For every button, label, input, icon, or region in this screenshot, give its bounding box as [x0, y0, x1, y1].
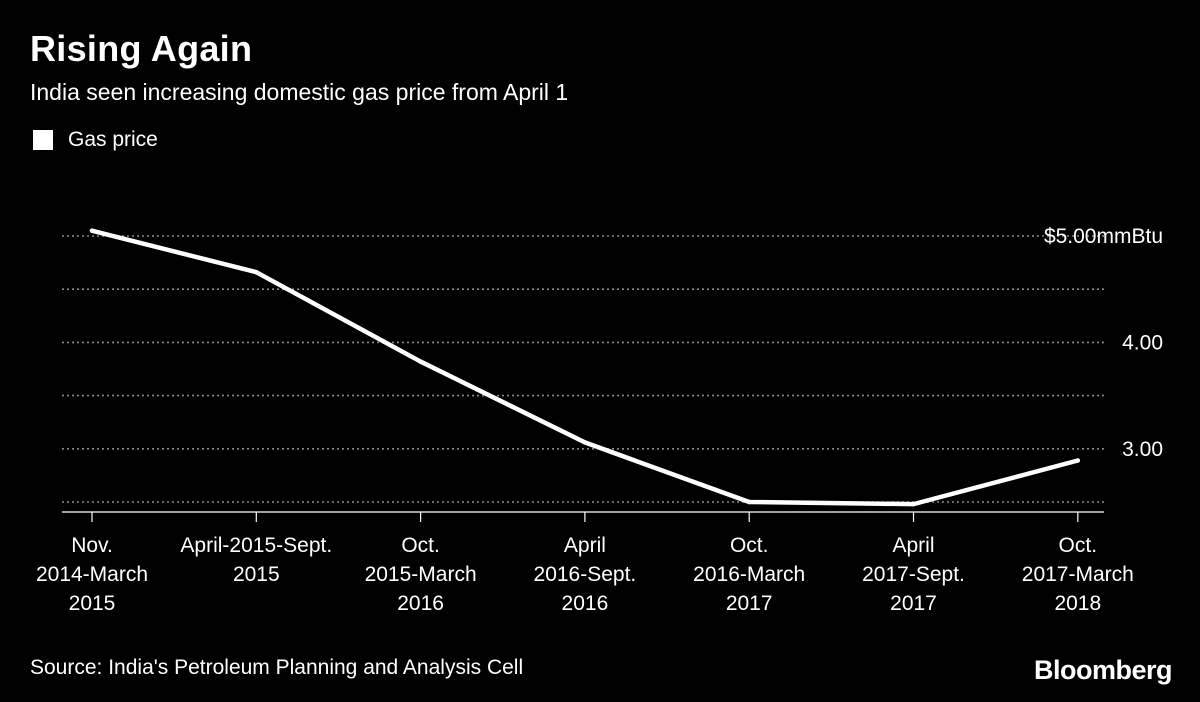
x-tick-label-line: 2017-March [1022, 563, 1134, 586]
data-point [254, 269, 259, 275]
data-point [582, 440, 588, 445]
x-tick-label-line: 2014-March [36, 563, 148, 586]
y-tick-label: 4.00 [1122, 331, 1163, 354]
data-point [418, 359, 423, 364]
x-tick-label-line: 2015-March [365, 563, 477, 586]
x-tick-label: April 2017-Sept. 2017 [862, 534, 965, 615]
x-tick-label-line: 2015 [69, 592, 116, 615]
x-tick-label-line: Oct. [401, 534, 440, 557]
gridlines [62, 235, 1104, 503]
x-tick-label-line: Oct. [1059, 534, 1098, 557]
x-tick-label-line: 2017-Sept. [862, 563, 965, 586]
x-tick-label-line: April [892, 534, 934, 557]
data-point [911, 501, 916, 507]
data-point [747, 499, 752, 505]
x-tick-label-line: 2018 [1054, 592, 1101, 615]
y-tick-label: 3.00 [1122, 438, 1163, 461]
data-point [1075, 458, 1081, 463]
legend-label: Gas price [68, 128, 158, 151]
legend: Gas price [33, 128, 158, 152]
x-tick-label-line: April-2015-Sept. [180, 534, 332, 557]
x-tick-label-line: 2016-March [693, 563, 805, 586]
x-tick-label-line: 2017 [726, 592, 773, 615]
x-tick-label: April-2015-Sept. 2015 [180, 534, 332, 586]
bloomberg-logo: Bloomberg [1033, 655, 1173, 685]
x-axis-labels: Nov. 2014-March 2015 April-2015-Sept. 2015 Oc… [36, 534, 1134, 615]
source-note: Source: India's Petroleum Planning and A… [30, 656, 524, 679]
chart-title: Rising Again [30, 28, 253, 69]
x-tick-label-line: Oct. [730, 534, 769, 557]
data-point [89, 228, 95, 233]
y-axis-labels: $5.00mmBtu 4.00 3.00 [1044, 225, 1163, 461]
legend-swatch [33, 130, 53, 150]
x-tick-label: April 2016-Sept. 2016 [534, 534, 637, 615]
x-tick-label-line: 2016 [397, 592, 444, 615]
y-tick-label: $5.00mmBtu [1044, 225, 1163, 248]
x-axis [62, 511, 1104, 522]
x-tick-label: Nov. 2014-March 2015 [36, 534, 148, 615]
x-tick-label-line: 2017 [890, 592, 937, 615]
chart-subtitle: India seen increasing domestic gas price… [30, 79, 569, 105]
x-tick-label-line: 2015 [233, 563, 280, 586]
x-tick-label-line: April [564, 534, 606, 557]
x-tick-label-line: Nov. [71, 534, 113, 557]
series-lines [89, 228, 1081, 507]
x-tick-label: Oct. 2016-March 2017 [693, 534, 805, 615]
x-tick-label: Oct. 2015-March 2016 [365, 534, 477, 615]
series-line-gas-price [89, 228, 1081, 507]
x-tick-label-line: 2016-Sept. [534, 563, 637, 586]
x-tick-label: Oct. 2017-March 2018 [1022, 534, 1134, 615]
x-tick-label-line: 2016 [562, 592, 609, 615]
